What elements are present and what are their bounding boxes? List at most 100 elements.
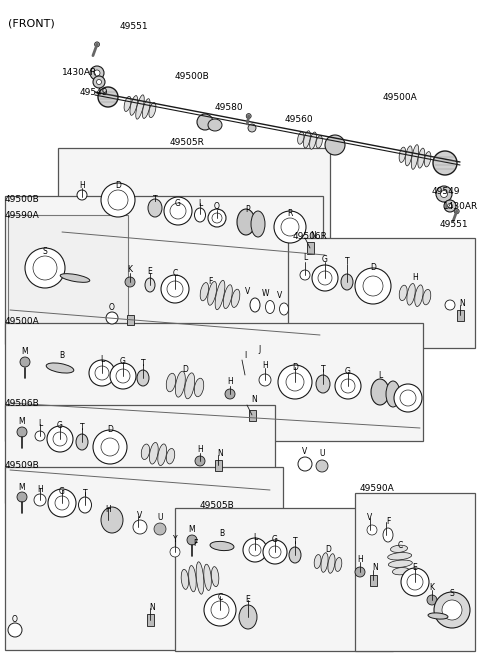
Bar	[5, 405, 275, 503]
Ellipse shape	[166, 373, 176, 392]
Text: I: I	[244, 350, 246, 360]
Text: 49549: 49549	[80, 88, 108, 97]
Ellipse shape	[101, 183, 135, 217]
Ellipse shape	[286, 373, 304, 391]
Text: M: M	[19, 483, 25, 493]
Ellipse shape	[328, 553, 335, 573]
Ellipse shape	[170, 203, 186, 219]
Ellipse shape	[390, 545, 408, 552]
Text: L: L	[378, 371, 382, 381]
Text: K: K	[430, 584, 434, 593]
Text: 49506R: 49506R	[293, 232, 328, 241]
Text: T: T	[80, 424, 84, 432]
Circle shape	[433, 151, 457, 175]
Text: F: F	[386, 517, 390, 527]
Ellipse shape	[243, 538, 267, 562]
Text: 49580: 49580	[215, 103, 244, 112]
Ellipse shape	[316, 136, 323, 148]
Circle shape	[259, 374, 271, 386]
Ellipse shape	[215, 280, 225, 310]
Text: R: R	[288, 210, 293, 219]
Ellipse shape	[251, 211, 265, 237]
Circle shape	[441, 191, 447, 198]
Ellipse shape	[210, 542, 234, 551]
Ellipse shape	[167, 449, 175, 464]
Text: L: L	[198, 200, 202, 208]
Text: 49500B: 49500B	[5, 195, 40, 204]
Ellipse shape	[175, 371, 185, 397]
Text: L: L	[303, 252, 307, 261]
Text: D: D	[370, 263, 376, 272]
Text: 49560: 49560	[285, 115, 313, 124]
Ellipse shape	[310, 132, 316, 149]
Ellipse shape	[274, 211, 306, 243]
Ellipse shape	[76, 434, 88, 450]
Bar	[249, 409, 255, 421]
Ellipse shape	[161, 275, 189, 303]
Text: (FRONT): (FRONT)	[8, 18, 55, 28]
Ellipse shape	[95, 366, 109, 380]
Circle shape	[436, 186, 452, 202]
Ellipse shape	[194, 208, 205, 222]
Ellipse shape	[401, 568, 429, 596]
Circle shape	[34, 494, 46, 506]
Text: E: E	[148, 267, 152, 276]
Ellipse shape	[263, 540, 287, 564]
Circle shape	[248, 124, 256, 132]
Text: S: S	[43, 248, 48, 257]
Text: V: V	[137, 512, 143, 521]
Text: H: H	[262, 362, 268, 371]
Ellipse shape	[281, 218, 299, 236]
Text: M: M	[19, 417, 25, 426]
Ellipse shape	[407, 574, 423, 590]
Bar	[215, 460, 221, 470]
Circle shape	[367, 525, 377, 535]
Ellipse shape	[407, 284, 415, 305]
Ellipse shape	[312, 265, 338, 291]
Ellipse shape	[423, 290, 431, 305]
Ellipse shape	[394, 384, 422, 412]
Circle shape	[95, 42, 99, 47]
Text: V: V	[245, 286, 251, 295]
Text: N: N	[149, 603, 155, 612]
Ellipse shape	[335, 557, 342, 571]
Text: 49509B: 49509B	[5, 461, 40, 470]
Circle shape	[20, 357, 30, 367]
Text: M: M	[22, 348, 28, 356]
Text: L: L	[253, 533, 257, 542]
Text: T: T	[293, 536, 297, 546]
Ellipse shape	[110, 363, 136, 389]
Ellipse shape	[208, 119, 222, 131]
Text: H: H	[79, 181, 85, 191]
Text: C: C	[397, 540, 403, 550]
Circle shape	[17, 427, 27, 437]
Ellipse shape	[424, 151, 431, 167]
Bar	[146, 614, 154, 626]
Ellipse shape	[411, 145, 419, 170]
Ellipse shape	[265, 301, 275, 314]
Ellipse shape	[269, 546, 281, 558]
Ellipse shape	[405, 146, 412, 166]
Text: C: C	[217, 593, 223, 603]
Ellipse shape	[116, 369, 130, 383]
Text: O: O	[12, 616, 18, 624]
Ellipse shape	[33, 256, 57, 280]
Ellipse shape	[371, 379, 389, 405]
Ellipse shape	[55, 496, 69, 510]
Text: 49590A: 49590A	[360, 484, 395, 493]
Ellipse shape	[314, 555, 321, 569]
Ellipse shape	[418, 148, 425, 168]
Text: W: W	[261, 288, 269, 297]
Ellipse shape	[289, 547, 301, 563]
Text: 49506B: 49506B	[5, 399, 40, 408]
Ellipse shape	[108, 190, 128, 210]
Ellipse shape	[164, 197, 192, 225]
Ellipse shape	[204, 594, 236, 626]
Text: G: G	[59, 487, 65, 496]
Circle shape	[98, 87, 118, 107]
Text: 1430AR: 1430AR	[62, 68, 97, 77]
Text: 49505R: 49505R	[170, 138, 205, 147]
Text: T: T	[345, 257, 349, 267]
Text: F: F	[208, 276, 212, 286]
Bar	[8, 215, 128, 339]
